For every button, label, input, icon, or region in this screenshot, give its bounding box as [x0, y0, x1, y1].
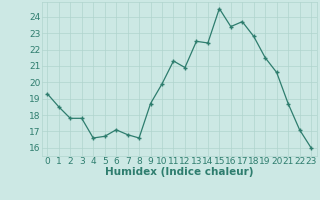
X-axis label: Humidex (Indice chaleur): Humidex (Indice chaleur) — [105, 167, 253, 177]
